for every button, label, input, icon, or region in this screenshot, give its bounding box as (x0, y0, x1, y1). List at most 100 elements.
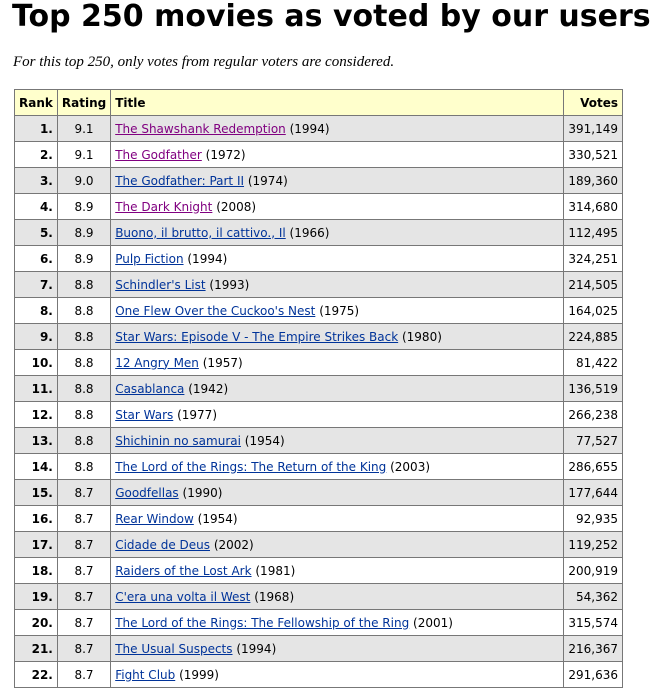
table-body: 1. 9.1 The Shawshank Redemption (1994) 391,… (14, 115, 623, 688)
votes-cell: 214,505 (563, 271, 623, 298)
movie-row: 2. 9.1 The Godfather (1972) 330,521 (14, 141, 623, 168)
column-header: Rank (14, 89, 58, 116)
movie-year: (1980) (401, 329, 442, 344)
movie-row: 16. 8.7 Rear Window (1954) 92,935 (14, 505, 623, 532)
movie-link[interactable]: The Godfather: Part II (115, 173, 245, 188)
movie-year: (1993) (209, 277, 250, 292)
movie-row: 21. 8.7 The Usual Suspects (1994) 216,367 (14, 635, 623, 662)
movie-link[interactable]: The Godfather (115, 147, 202, 162)
movie-row: 13. 8.8 Shichinin no samurai (1954) 77,527 (14, 427, 623, 454)
rank-cell: 13. (14, 427, 58, 454)
title-cell: Schindler's List (1993) (110, 271, 565, 298)
rank-cell: 19. (14, 583, 58, 610)
movie-link[interactable]: Rear Window (115, 511, 194, 526)
movie-link[interactable]: The Lord of the Rings: The Return of the… (115, 459, 387, 474)
rating-cell: 8.7 (56, 557, 112, 584)
rank-cell: 14. (14, 453, 58, 480)
votes-cell: 291,636 (563, 661, 623, 688)
rank-cell: 11. (14, 375, 58, 402)
title-cell: The Usual Suspects (1994) (110, 635, 565, 662)
movie-link[interactable]: Fight Club (115, 667, 176, 682)
title-cell: Cidade de Deus (2002) (110, 531, 565, 558)
movie-row: 3. 9.0 The Godfather: Part II (1974) 189,36… (14, 167, 623, 194)
title-cell: Star Wars: Episode V - The Empire Strike… (110, 323, 565, 350)
rating-cell: 8.7 (56, 635, 112, 662)
movie-year: (1974) (247, 173, 288, 188)
movie-row: 12. 8.8 Star Wars (1977) 266,238 (14, 401, 623, 428)
subtitle: For this top 250, only votes from regula… (13, 54, 395, 70)
rank-cell: 21. (14, 635, 58, 662)
movie-year: (1957) (202, 355, 243, 370)
votes-cell: 330,521 (563, 141, 623, 168)
movie-link[interactable]: Cidade de Deus (115, 537, 210, 552)
rating-cell: 8.8 (56, 375, 112, 402)
movie-link[interactable]: One Flew Over the Cuckoo's Nest (115, 303, 316, 318)
rating-cell: 8.7 (56, 583, 112, 610)
movie-link[interactable]: Pulp Fiction (115, 251, 184, 266)
votes-cell: 266,238 (563, 401, 623, 428)
title-cell: Casablanca (1942) (110, 375, 565, 402)
movie-link[interactable]: 12 Angry Men (115, 355, 199, 370)
rating-cell: 8.9 (56, 219, 112, 246)
rating-cell: 8.8 (56, 271, 112, 298)
rank-cell: 18. (14, 557, 58, 584)
title-cell: Goodfellas (1990) (110, 479, 565, 506)
rating-cell: 9.0 (56, 167, 112, 194)
movie-year: (1977) (177, 407, 217, 422)
movie-link[interactable]: C'era una volta il West (115, 589, 251, 604)
movie-year: (1954) (244, 433, 285, 448)
movie-row: 18. 8.7 Raiders of the Lost Ark (1981) 200,… (14, 557, 623, 584)
movie-year: (1972) (205, 147, 246, 162)
votes-cell: 77,527 (563, 427, 623, 454)
title-cell: 12 Angry Men (1957) (110, 349, 565, 376)
movie-row: 1. 9.1 The Shawshank Redemption (1994) 391,… (14, 115, 623, 142)
movie-link[interactable]: The Usual Suspects (115, 641, 233, 656)
rating-cell: 8.8 (56, 349, 112, 376)
rating-cell: 8.7 (56, 479, 112, 506)
movie-year: (1954) (197, 511, 238, 526)
rank-cell: 22. (14, 661, 58, 688)
column-header: Rating (56, 89, 112, 116)
title-cell: The Godfather (1972) (110, 141, 565, 168)
movie-row: 5. 8.9 Buono, il brutto, il cattivo., Il (… (14, 219, 623, 246)
votes-cell: 92,935 (563, 505, 623, 532)
movie-year: (1994) (187, 251, 228, 266)
rating-cell: 8.9 (56, 245, 112, 272)
movie-link[interactable]: Casablanca (115, 381, 185, 396)
movie-link[interactable]: Star Wars (115, 407, 174, 422)
movie-year: (1968) (254, 589, 295, 604)
rating-cell: 8.8 (56, 427, 112, 454)
movie-link[interactable]: Shichinin no samurai (115, 433, 241, 448)
movie-link[interactable]: Raiders of the Lost Ark (115, 563, 252, 578)
votes-cell: 216,367 (563, 635, 623, 662)
rank-cell: 2. (14, 141, 58, 168)
movie-row: 11. 8.8 Casablanca (1942) 136,519 (14, 375, 623, 402)
votes-cell: 164,025 (563, 297, 623, 324)
votes-cell: 136,519 (563, 375, 623, 402)
rank-cell: 6. (14, 245, 58, 272)
title-cell: The Lord of the Rings: The Return of the… (110, 453, 565, 480)
votes-cell: 119,252 (563, 531, 623, 558)
movie-year: (1999) (179, 667, 219, 682)
movie-link[interactable]: The Lord of the Rings: The Fellowship of… (115, 615, 410, 630)
title-cell: Buono, il brutto, il cattivo., Il (1966) (110, 219, 565, 246)
rank-cell: 4. (14, 193, 58, 220)
movie-link[interactable]: Goodfellas (115, 485, 179, 500)
title-cell: The Dark Knight (2008) (110, 193, 565, 220)
movie-year: (2002) (213, 537, 254, 552)
votes-cell: 81,422 (563, 349, 623, 376)
title-cell: C'era una volta il West (1968) (110, 583, 565, 610)
movie-link[interactable]: Schindler's List (115, 277, 206, 292)
movie-link[interactable]: The Dark Knight (115, 199, 213, 214)
movie-link[interactable]: Star Wars: Episode V - The Empire Strike… (115, 329, 399, 344)
header-row: Rank Rating Title Votes (14, 89, 623, 116)
movie-link[interactable]: The Shawshank Redemption (115, 121, 286, 136)
movie-link[interactable]: Buono, il brutto, il cattivo., Il (115, 225, 286, 240)
title-cell: The Lord of the Rings: The Fellowship of… (110, 609, 565, 636)
rating-cell: 8.8 (56, 297, 112, 324)
movie-year: (1994) (289, 121, 330, 136)
movie-row: 17. 8.7 Cidade de Deus (2002) 119,252 (14, 531, 623, 558)
movie-year: (2001) (413, 615, 453, 630)
movie-row: 15. 8.7 Goodfellas (1990) 177,644 (14, 479, 623, 506)
